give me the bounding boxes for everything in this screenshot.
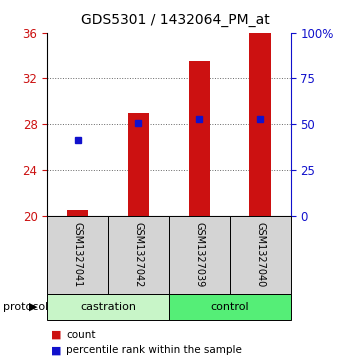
Text: percentile rank within the sample: percentile rank within the sample (66, 345, 242, 355)
Text: count: count (66, 330, 96, 340)
Text: control: control (210, 302, 249, 312)
Text: ■: ■ (51, 345, 61, 355)
Text: ▶: ▶ (29, 302, 37, 312)
Bar (128, 113, 149, 216)
Bar (67, 210, 88, 216)
Text: GSM1327042: GSM1327042 (133, 222, 143, 288)
Text: GSM1327040: GSM1327040 (255, 223, 265, 287)
Text: GSM1327041: GSM1327041 (73, 223, 83, 287)
Text: GDS5301 / 1432064_PM_at: GDS5301 / 1432064_PM_at (80, 13, 270, 27)
Bar (250, 33, 271, 216)
Text: ■: ■ (51, 330, 61, 340)
Text: castration: castration (80, 302, 136, 312)
Text: GSM1327039: GSM1327039 (194, 223, 204, 287)
Text: protocol: protocol (4, 302, 49, 312)
Bar (189, 61, 210, 216)
